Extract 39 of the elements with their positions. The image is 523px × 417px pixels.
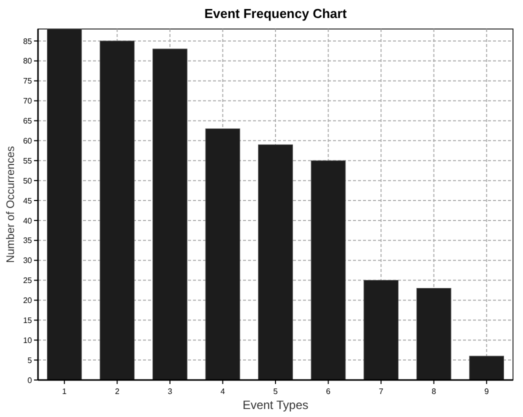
y-tick-label: 75: [23, 76, 33, 86]
bar: [152, 48, 188, 380]
bar: [46, 28, 82, 380]
x-tick-label: 5: [273, 387, 278, 396]
y-tick-label: 0: [28, 376, 33, 385]
x-axis-title: Event Types: [242, 398, 308, 412]
y-tick-label: 55: [23, 156, 33, 166]
bar: [258, 144, 293, 380]
x-tick-label: 2: [114, 387, 120, 396]
y-tick-label: 15: [23, 316, 33, 325]
x-tick-label: 7: [378, 387, 384, 396]
x-tick-label: 3: [168, 387, 173, 396]
bar: [364, 280, 398, 380]
y-tick-label: 25: [23, 276, 33, 286]
y-tick-label: 40: [23, 216, 33, 226]
y-tick-label: 85: [23, 36, 33, 46]
x-tick-label: 8: [432, 387, 437, 396]
y-tick-label: 60: [23, 136, 33, 146]
y-axis-title: Number of Occurrences: [5, 146, 17, 263]
bar: [469, 356, 504, 380]
y-tick-label: 35: [23, 236, 33, 246]
bar: [310, 160, 346, 380]
bar: [416, 288, 452, 380]
bar: [205, 128, 240, 380]
x-tick-label: 6: [326, 387, 332, 396]
y-tick-label: 20: [23, 296, 33, 306]
y-tick-label: 50: [23, 176, 33, 186]
y-tick-label: 80: [23, 56, 33, 66]
bar: [100, 40, 135, 380]
y-tick-label: 65: [23, 116, 33, 126]
y-tick-label: 5: [28, 356, 33, 365]
y-tick-label: 10: [23, 336, 33, 345]
x-tick-label: 1: [62, 387, 68, 396]
x-tick-label: 9: [484, 387, 490, 396]
y-tick-label: 45: [23, 196, 33, 206]
chart-title: Event Frequency Chart: [204, 6, 348, 21]
y-tick-label: 70: [23, 96, 33, 106]
y-tick-label: 30: [23, 256, 33, 266]
x-tick-label: 4: [220, 387, 226, 396]
